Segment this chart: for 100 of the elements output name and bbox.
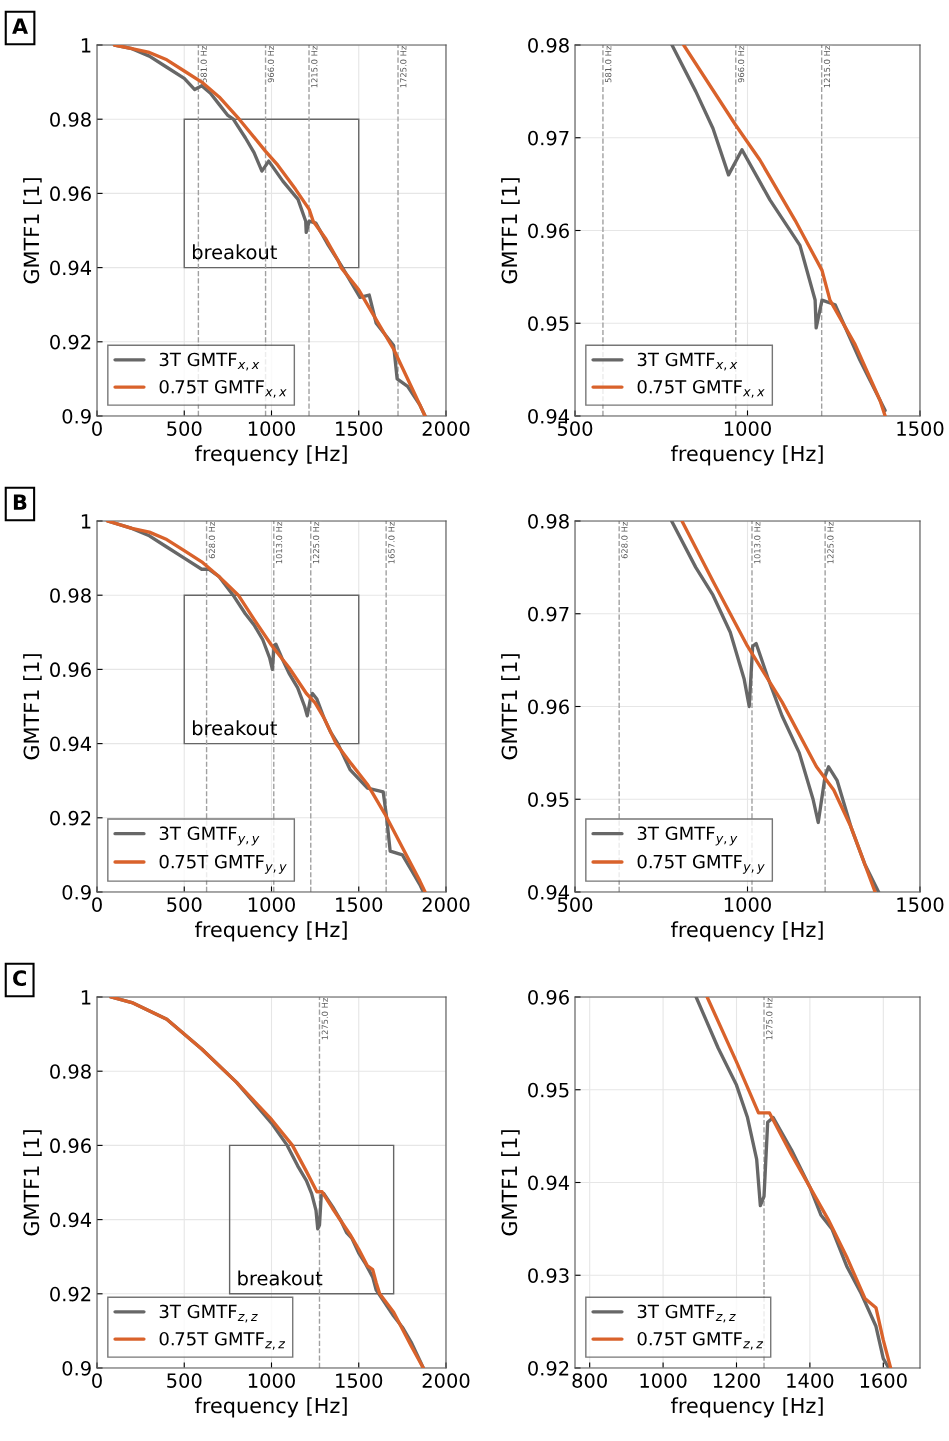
x-tick-label: 1500: [897, 421, 944, 436]
x-tick-label: 500: [167, 421, 202, 436]
y-tick-label: 0.97: [528, 606, 569, 622]
legend-label: 3T GMTF$_{z,z}$: [159, 1304, 258, 1323]
ref-line-label: 1225.0 Hz: [827, 522, 834, 564]
text: A: [12, 18, 29, 34]
x-tick-label: 500: [167, 897, 202, 912]
ref-line-label: 966.0 Hz: [267, 46, 275, 83]
y-tick-label: 0.98: [528, 513, 569, 529]
ref-line-label: 1225.0 Hz: [312, 522, 320, 564]
ref-line-label: 1013.0 Hz: [275, 522, 283, 564]
x-tick-label: 1400: [787, 1373, 834, 1388]
x-tick-label: 1600: [860, 1373, 907, 1388]
y-tick-label: 0.96: [50, 1138, 91, 1154]
legend-label: 3T GMTF$_{x,x}$: [159, 352, 260, 371]
x-axis-title: frequency [Hz]: [671, 1397, 823, 1418]
ref-line-label: 1275.0 Hz: [766, 998, 773, 1040]
x-axis-title: frequency [Hz]: [195, 1397, 347, 1418]
x-tick-label: 1500: [336, 1373, 383, 1388]
x-tick-label: 1000: [248, 897, 295, 912]
y-tick-label: 0.96: [528, 699, 569, 715]
y-tick-label: 1: [81, 990, 91, 1005]
legend-label: 0.75T GMTF$_{z,z}$: [637, 1331, 764, 1350]
y-axis-title: GMTF1 [1]: [23, 654, 42, 760]
ref-line-label: 1215.0 Hz: [823, 46, 831, 88]
legend-label: 0.75T GMTF$_{y,y}$: [637, 854, 765, 874]
y-tick-label: 0.97: [528, 130, 569, 146]
annotation: breakout: [193, 720, 277, 736]
y-tick-label: 0.9: [62, 884, 91, 900]
ref-line-label: 1215.0 Hz: [311, 46, 318, 88]
x-tick-label: 2000: [422, 897, 470, 912]
y-tick-label: 0.95: [528, 792, 569, 807]
text: C: [13, 970, 26, 987]
x-tick-label: 2000: [422, 1373, 470, 1388]
y-axis-title: GMTF1 [1]: [501, 178, 520, 284]
ref-line-label: 628.0 Hz: [621, 522, 628, 559]
ref-line-label: 1013.0 Hz: [754, 522, 761, 564]
y-tick-label: 0.92: [528, 1360, 569, 1376]
y-axis-title: GMTF1 [1]: [23, 1130, 42, 1236]
x-tick-label: 1500: [336, 897, 383, 912]
y-tick-label: 1: [81, 514, 91, 529]
x-axis-title: frequency [Hz]: [195, 921, 347, 942]
x-tick-label: 1000: [248, 421, 295, 436]
y-tick-label: 0.93: [528, 1268, 569, 1283]
y-tick-label: 0.95: [528, 1082, 569, 1098]
x-tick-label: 1000: [640, 1373, 687, 1388]
y-tick-label: 0.94: [50, 736, 92, 752]
ref-line-label: 581.0 Hz: [605, 46, 612, 83]
x-tick-label: 0: [92, 1373, 102, 1388]
legend-label: 3T GMTF$_{x,x}$: [637, 352, 738, 371]
y-tick-label: 0.98: [50, 1064, 91, 1079]
y-tick-label: 0.94: [50, 1212, 92, 1228]
legend-label: 0.75T GMTF$_{z,z}$: [159, 1331, 286, 1350]
x-tick-label: 1500: [336, 421, 383, 436]
legend-label: 3T GMTF$_{y,y}$: [159, 826, 260, 846]
x-tick-label: 2000: [422, 421, 470, 436]
legend-label: 3T GMTF$_{y,y}$: [637, 826, 738, 846]
x-tick-label: 0: [92, 897, 102, 912]
text: B: [13, 494, 27, 510]
y-axis-title: GMTF1 [1]: [501, 1130, 520, 1236]
x-tick-label: 800: [572, 1373, 607, 1388]
x-tick-label: 1000: [724, 897, 771, 912]
ref-line-label: 1657.0 Hz: [388, 522, 395, 564]
x-tick-label: 1000: [724, 421, 771, 436]
x-axis-title: frequency [Hz]: [671, 445, 823, 466]
y-tick-label: 0.9: [62, 1360, 91, 1376]
y-tick-label: 0.98: [50, 588, 91, 603]
annotation: breakout: [238, 1270, 323, 1286]
y-tick-label: 0.92: [50, 334, 91, 350]
x-tick-label: 1000: [248, 1373, 295, 1388]
y-tick-label: 0.96: [528, 989, 569, 1005]
y-tick-label: 0.98: [50, 112, 91, 127]
ref-line-label: 628.0 Hz: [208, 522, 216, 559]
x-tick-label: 500: [167, 1373, 202, 1388]
y-tick-label: 0.94: [528, 1175, 570, 1191]
x-tick-label: 1200: [713, 1373, 760, 1388]
legend-label: 3T GMTF$_{z,z}$: [637, 1304, 736, 1323]
y-tick-label: 0.95: [528, 316, 569, 331]
legend-label: 0.75T GMTF$_{x,x}$: [159, 379, 287, 398]
y-tick-label: 0.96: [50, 186, 91, 202]
legend-label: 0.75T GMTF$_{x,x}$: [637, 379, 765, 398]
y-tick-label: 0.96: [50, 662, 91, 678]
ref-line-label: 966.0 Hz: [737, 46, 745, 83]
x-tick-label: 0: [92, 421, 102, 436]
y-axis-title: GMTF1 [1]: [23, 178, 42, 284]
ref-line-label: 581.0 Hz: [200, 46, 207, 83]
ref-line-label: 1275.0 Hz: [321, 998, 328, 1040]
y-tick-label: 0.94: [50, 260, 92, 276]
x-axis-title: frequency [Hz]: [195, 445, 347, 466]
y-tick-label: 0.96: [528, 223, 569, 239]
y-axis-title: GMTF1 [1]: [501, 654, 520, 760]
x-tick-label: 1500: [897, 897, 944, 912]
ref-line-label: 1725.0 Hz: [400, 46, 407, 88]
y-tick-label: 1: [81, 38, 91, 53]
y-tick-label: 0.98: [528, 37, 569, 53]
y-tick-label: 0.9: [62, 408, 91, 424]
y-tick-label: 0.92: [50, 810, 91, 826]
y-tick-label: 0.92: [50, 1286, 91, 1302]
annotation: breakout: [193, 244, 277, 260]
x-axis-title: frequency [Hz]: [671, 921, 823, 942]
